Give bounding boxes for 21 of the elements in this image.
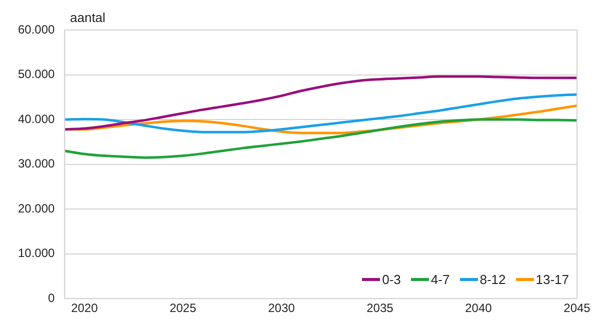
- legend-label: 0-3: [382, 272, 401, 287]
- legend-label: 13-17: [536, 272, 569, 287]
- x-tick-label: 2035: [366, 301, 394, 316]
- legend-label: 8-12: [480, 272, 506, 287]
- y-tick-label: 30.000: [18, 156, 56, 171]
- y-tick-label: 20.000: [18, 201, 56, 216]
- line-series: [64, 75, 577, 131]
- legend-label: 4-7: [430, 272, 450, 287]
- y-tick-label: 40.000: [18, 112, 56, 126]
- x-tick-label: 2040: [465, 301, 492, 316]
- y-tick-label: 50.000: [18, 67, 56, 82]
- y-tick-label: 0: [48, 290, 56, 305]
- x-tick-label: 2025: [170, 301, 197, 316]
- y-tick-label: 10.000: [18, 246, 56, 260]
- y-tick-label: 60.000: [18, 22, 56, 36]
- x-tick-label: 2020: [71, 301, 98, 316]
- x-tick-label: 2045: [564, 301, 591, 316]
- line-series: [64, 93, 577, 134]
- line-series: [64, 118, 577, 159]
- x-tick-label: 2030: [268, 301, 296, 316]
- y-axis-title: aantal: [70, 10, 106, 25]
